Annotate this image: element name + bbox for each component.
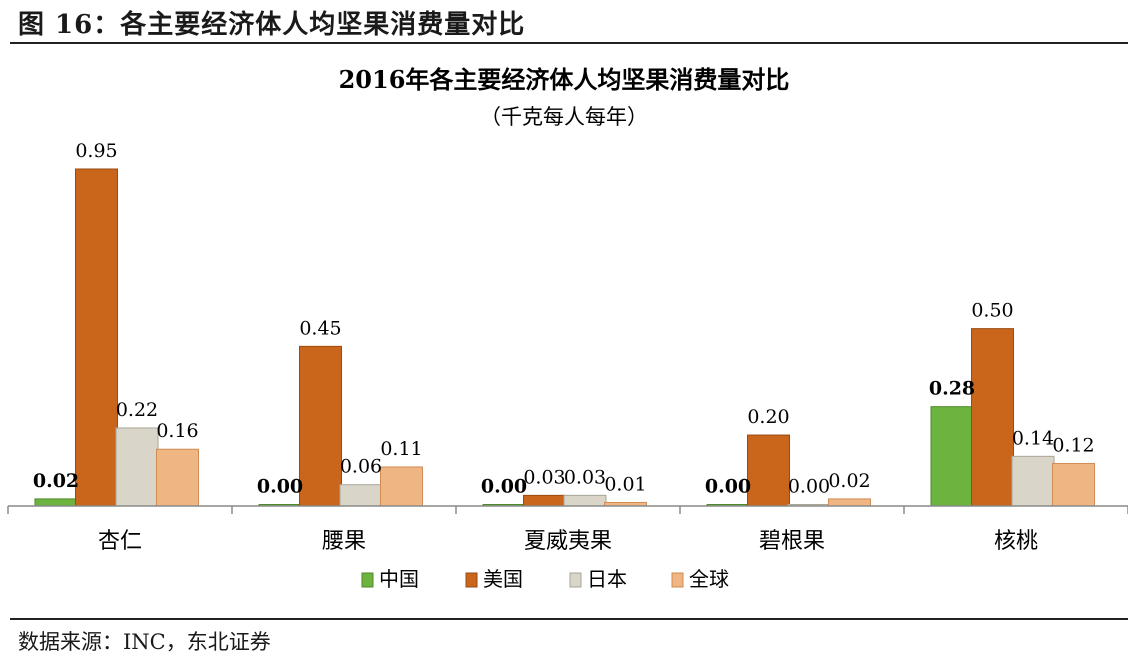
figure-header: 图 16：各主要经济体人均坚果消费量对比 bbox=[0, 0, 1128, 44]
bar bbox=[156, 448, 199, 507]
chart-title: 2016年各主要经济体人均坚果消费量对比 bbox=[339, 65, 790, 94]
legend-swatch bbox=[361, 572, 374, 588]
bars-layer bbox=[34, 168, 1095, 507]
bar bbox=[1011, 455, 1055, 507]
category-label: 核桃 bbox=[994, 529, 1038, 554]
legend-label: 美国 bbox=[483, 567, 523, 591]
data-label: 0.00 bbox=[257, 476, 303, 498]
bar bbox=[747, 434, 790, 507]
bar bbox=[75, 168, 118, 507]
data-label: 0.06 bbox=[340, 456, 382, 478]
data-label: 0.20 bbox=[747, 406, 789, 428]
header-divider bbox=[10, 42, 1128, 44]
data-label: 0.14 bbox=[1012, 427, 1054, 449]
bar bbox=[339, 484, 383, 507]
data-label: 0.12 bbox=[1052, 434, 1094, 456]
bar bbox=[34, 498, 78, 507]
data-label: 0.22 bbox=[116, 399, 158, 421]
data-label: 0.02 bbox=[828, 470, 870, 492]
figure-title: 图 16：各主要经济体人均坚果消费量对比 bbox=[18, 10, 526, 40]
bar bbox=[563, 494, 607, 507]
chart-subtitle: （千克每人每年） bbox=[480, 105, 648, 129]
value-labels-layer: 0.020.950.220.160.000.450.060.110.000.03… bbox=[33, 140, 1095, 498]
bar bbox=[930, 406, 974, 507]
data-label: 0.50 bbox=[971, 300, 1013, 322]
legend-label: 全球 bbox=[689, 567, 729, 591]
category-label: 杏仁 bbox=[98, 529, 142, 554]
data-source: 数据来源：INC，东北证券 bbox=[18, 630, 271, 654]
data-label: 0.45 bbox=[299, 317, 341, 339]
bar bbox=[115, 427, 159, 507]
legend-label: 日本 bbox=[587, 567, 627, 591]
data-label: 0.16 bbox=[156, 420, 198, 442]
data-label: 0.28 bbox=[929, 378, 975, 400]
bar bbox=[523, 494, 566, 507]
bar bbox=[380, 466, 423, 507]
bar bbox=[971, 328, 1014, 507]
data-label: 0.02 bbox=[33, 470, 79, 492]
legend-swatch bbox=[671, 572, 684, 588]
legend-swatch bbox=[569, 572, 582, 588]
footer-divider bbox=[10, 618, 1128, 620]
data-label: 0.01 bbox=[604, 473, 646, 495]
bar bbox=[1052, 462, 1095, 507]
bar bbox=[299, 345, 342, 507]
legend-label: 中国 bbox=[379, 567, 419, 591]
category-labels: 杏仁 腰果 夏威夷果 碧根果 核桃 bbox=[98, 529, 1038, 554]
data-label: 0.00 bbox=[481, 476, 527, 498]
data-label: 0.11 bbox=[380, 438, 422, 460]
category-label: 碧根果 bbox=[759, 529, 825, 554]
figure-footer: 数据来源：INC，东北证券 bbox=[0, 614, 1128, 656]
category-label: 腰果 bbox=[322, 529, 366, 554]
legend: 中国 美国 日本 全球 bbox=[361, 567, 729, 591]
data-label: 0.95 bbox=[75, 140, 117, 162]
data-label: 0.03 bbox=[523, 466, 565, 488]
bar bbox=[828, 498, 871, 507]
data-label: 0.00 bbox=[705, 476, 751, 498]
x-axis-ticks bbox=[7, 506, 1128, 514]
data-label: 0.00 bbox=[788, 476, 830, 498]
data-label: 0.03 bbox=[564, 466, 606, 488]
legend-swatch bbox=[465, 572, 478, 588]
category-label: 夏威夷果 bbox=[524, 529, 612, 554]
bar-chart: 2016年各主要经济体人均坚果消费量对比 （千克每人每年） 0.02 0.95 0.… bbox=[7, 65, 1128, 591]
